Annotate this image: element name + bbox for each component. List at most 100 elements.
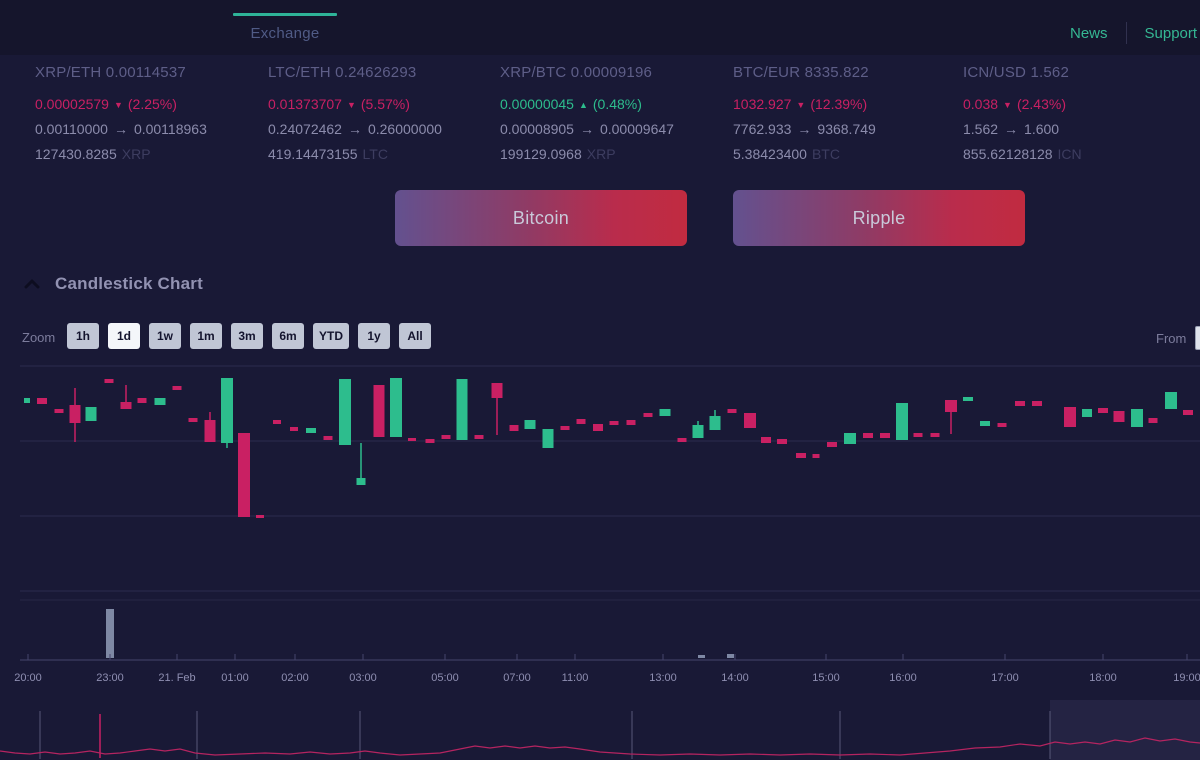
candle[interactable] (339, 379, 351, 445)
candle[interactable] (69, 405, 81, 423)
nav-support-link[interactable]: Support (1144, 24, 1198, 42)
candle[interactable] (390, 378, 402, 437)
ticker-btc-eur[interactable]: BTC/EUR 8335.822 1032.927 ▼ (12.39%) 7762.… (733, 64, 961, 162)
zoom-range-1y[interactable]: 1y (358, 323, 390, 349)
x-axis-label: 17:00 (991, 672, 1019, 684)
candle[interactable] (796, 453, 806, 458)
ticker-xrp-btc[interactable]: XRP/BTC 0.00009196 0.00000045 ▲ (0.48%) 0.… (500, 64, 728, 162)
zoom-range-all[interactable]: All (399, 323, 431, 349)
volume-bar[interactable] (106, 609, 114, 658)
candle[interactable] (677, 438, 687, 442)
candle[interactable] (777, 439, 787, 444)
zoom-range-3m[interactable]: 3m (231, 323, 263, 349)
candle[interactable] (593, 424, 603, 431)
candle[interactable] (491, 383, 503, 398)
candle[interactable] (812, 454, 820, 458)
chevron-up-icon[interactable] (24, 279, 40, 289)
candle[interactable] (408, 438, 416, 441)
candle[interactable] (709, 416, 721, 430)
candle[interactable] (744, 413, 756, 428)
zoom-range-1m[interactable]: 1m (190, 323, 222, 349)
range-low: 0.00110000 (35, 121, 108, 137)
candle[interactable] (1113, 411, 1125, 422)
candle[interactable] (137, 398, 147, 403)
candle[interactable] (456, 379, 468, 440)
candle[interactable] (120, 402, 132, 409)
candle[interactable] (323, 436, 333, 440)
candle[interactable] (880, 433, 890, 438)
candle[interactable] (761, 437, 771, 443)
candle[interactable] (85, 407, 97, 421)
candle[interactable] (997, 423, 1007, 427)
candle[interactable] (474, 435, 484, 439)
candle[interactable] (963, 397, 973, 401)
candle[interactable] (560, 426, 570, 430)
candle[interactable] (37, 398, 47, 404)
candle[interactable] (256, 515, 264, 518)
candle[interactable] (356, 478, 366, 485)
candle[interactable] (626, 420, 636, 425)
chart-navigator[interactable] (0, 695, 1200, 760)
candle[interactable] (54, 409, 64, 413)
candle[interactable] (896, 403, 908, 440)
candle[interactable] (221, 378, 233, 443)
zoom-range-1d[interactable]: 1d (108, 323, 140, 349)
candle[interactable] (441, 435, 451, 439)
candle[interactable] (980, 421, 990, 426)
candle[interactable] (542, 429, 554, 448)
volume-bar[interactable] (727, 654, 734, 658)
candle[interactable] (24, 398, 30, 403)
candle[interactable] (172, 386, 182, 390)
bitcoin-button[interactable]: Bitcoin (395, 190, 687, 246)
candle[interactable] (576, 419, 586, 424)
candle[interactable] (659, 409, 671, 416)
candle[interactable] (1064, 407, 1076, 427)
candle[interactable] (524, 420, 536, 429)
zoom-range-1w[interactable]: 1w (149, 323, 181, 349)
volume-bar[interactable] (698, 655, 705, 658)
candlestick-chart[interactable]: 20:00 23:00 21. Feb 01:00 02:00 03:00 05:00 07:… (0, 358, 1200, 690)
zoom-range-1h[interactable]: 1h (67, 323, 99, 349)
candle[interactable] (290, 427, 298, 431)
candle[interactable] (1148, 418, 1158, 423)
candle[interactable] (204, 420, 216, 442)
candle[interactable] (1015, 401, 1025, 406)
candle[interactable] (1082, 409, 1092, 417)
candle[interactable] (827, 442, 837, 447)
candle[interactable] (154, 398, 166, 405)
candle[interactable] (238, 433, 250, 517)
candle[interactable] (306, 428, 316, 433)
nav-news-link[interactable]: News (1070, 24, 1108, 42)
candle[interactable] (373, 385, 385, 437)
candle[interactable] (609, 421, 619, 425)
ticker-ltc-eth[interactable]: LTC/ETH 0.24626293 0.01373707 ▼ (5.57%) 0.… (268, 64, 496, 162)
ticker-xrp-eth[interactable]: XRP/ETH 0.00114537 0.00002579 ▼ (2.25%) 0.… (35, 64, 263, 162)
tab-exchange[interactable]: Exchange (233, 0, 337, 43)
candle[interactable] (425, 439, 435, 443)
candle[interactable] (1032, 401, 1042, 406)
candle[interactable] (643, 413, 653, 417)
candle[interactable] (945, 400, 957, 412)
candle[interactable] (1098, 408, 1108, 413)
candle[interactable] (930, 433, 940, 437)
candle[interactable] (104, 379, 114, 383)
candle[interactable] (1183, 410, 1193, 415)
ripple-button[interactable]: Ripple (733, 190, 1025, 246)
x-axis-label: 18:00 (1089, 672, 1117, 684)
zoom-range-ytd[interactable]: YTD (313, 323, 349, 349)
candle[interactable] (509, 425, 519, 431)
navigator-line[interactable] (0, 737, 1200, 756)
ticker-icn-usd[interactable]: ICN/USD 1.562 0.038 ▼ (2.43%) 1.562 → 1.600 … (963, 64, 1191, 162)
zoom-range-6m[interactable]: 6m (272, 323, 304, 349)
from-date-input[interactable] (1195, 326, 1200, 350)
candle[interactable] (913, 433, 923, 437)
candle[interactable] (188, 418, 198, 422)
candle[interactable] (692, 425, 704, 438)
candle[interactable] (863, 433, 873, 438)
candle[interactable] (1165, 392, 1177, 409)
candle[interactable] (273, 420, 281, 424)
x-axis-label: 16:00 (889, 672, 917, 684)
candle[interactable] (727, 409, 737, 413)
candle[interactable] (1131, 409, 1143, 427)
candle[interactable] (844, 433, 856, 444)
